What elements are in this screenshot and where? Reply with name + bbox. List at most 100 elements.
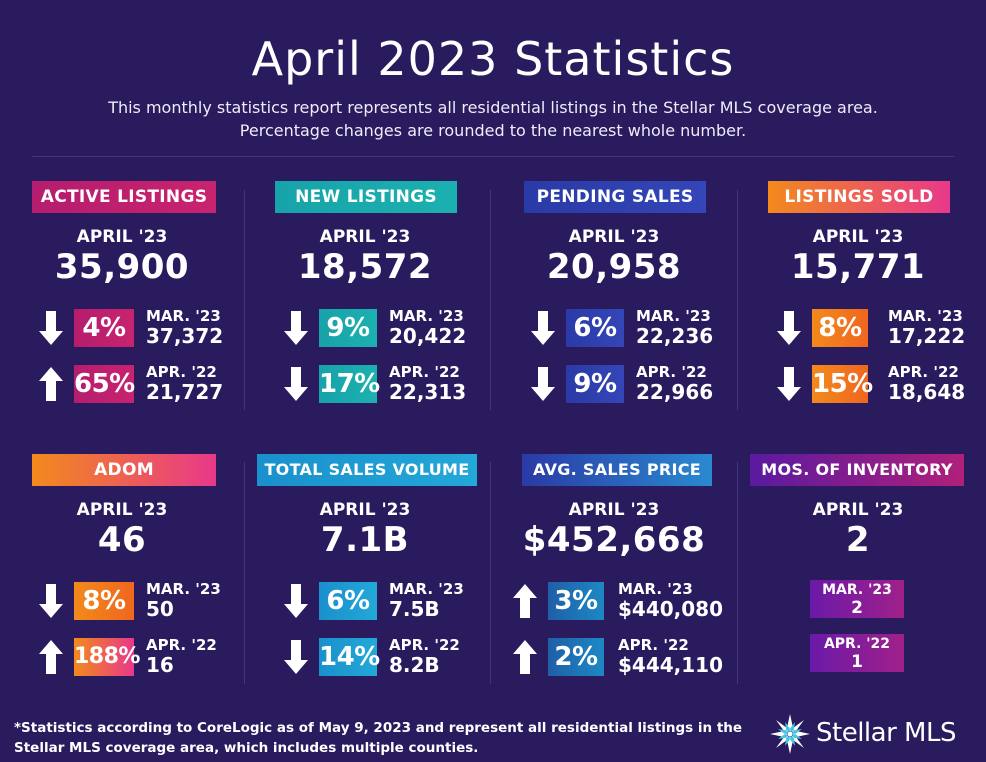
stat-card-mos-of-inventory: MOS. OF INVENTORY APRIL '23 2 MAR. '23 2…	[738, 454, 978, 704]
compare-value: 22,313	[389, 380, 467, 404]
comparison-row: 17% APR. '22 22,313	[245, 363, 485, 405]
column-divider	[244, 462, 245, 684]
card-period: APRIL '23	[319, 227, 411, 247]
arrow-down-icon	[39, 584, 63, 618]
card-label-badge: ACTIVE LISTINGS	[32, 181, 216, 213]
footnote: *Statistics according to CoreLogic as of…	[14, 718, 754, 758]
card-period: APRIL '23	[812, 227, 904, 247]
compare-value: 50	[146, 597, 174, 621]
pct-change-badge: 8%	[74, 582, 134, 620]
compare-value: 22,966	[636, 380, 714, 404]
arrow-down-icon	[777, 311, 801, 345]
inventory-compare-box: APR. '22 1	[810, 634, 904, 672]
column-divider	[737, 462, 738, 684]
stat-card-new-listings: NEW LISTINGS APRIL '23 18,572 9% MAR. '2…	[245, 181, 485, 431]
card-value: 46	[97, 520, 147, 560]
pct-change-badge: 9%	[319, 309, 377, 347]
compare-value: 7.5B	[389, 597, 440, 621]
header-divider	[32, 156, 954, 157]
card-value: 2	[845, 520, 871, 560]
footnote-line-1: *Statistics according to CoreLogic as of…	[14, 720, 743, 736]
subtitle-line-1: This monthly statistics report represent…	[108, 98, 878, 117]
stat-card-adom: ADOM APRIL '23 46 8% MAR. '23 50 188% AP…	[2, 454, 242, 704]
compare-period: MAR. '23	[146, 307, 221, 325]
compare-value: 21,727	[146, 380, 224, 404]
page-title: April 2023 Statistics	[251, 32, 735, 86]
comparison-row: 6% MAR. '23 7.5B	[245, 580, 485, 622]
card-label-badge: NEW LISTINGS	[275, 181, 457, 213]
logo-text: Stellar MLS	[816, 718, 956, 748]
arrow-down-icon	[531, 367, 555, 401]
pct-change-badge: 6%	[566, 309, 624, 347]
column-divider	[244, 190, 245, 410]
card-period: APRIL '23	[319, 500, 411, 520]
compare-period: MAR. '23	[389, 307, 464, 325]
comparison-row: 8% MAR. '23 50	[2, 580, 242, 622]
card-period: APRIL '23	[568, 227, 660, 247]
arrow-down-icon	[531, 311, 555, 345]
card-label-badge: ADOM	[32, 454, 216, 486]
stat-card-listings-sold: LISTINGS SOLD APRIL '23 15,771 8% MAR. '…	[738, 181, 978, 431]
card-period: APRIL '23	[812, 500, 904, 520]
card-value: $452,668	[522, 520, 706, 560]
card-period: APRIL '23	[76, 227, 168, 247]
compare-value: $444,110	[618, 653, 724, 677]
inventory-compare-box: MAR. '23 2	[810, 580, 904, 618]
compare-value: 17,222	[888, 324, 966, 348]
arrow-up-icon	[39, 640, 63, 674]
pct-change-badge: 8%	[812, 309, 868, 347]
compare-period: APR. '22	[636, 363, 707, 381]
compare-value: 20,422	[389, 324, 467, 348]
pct-change-badge: 14%	[319, 638, 380, 676]
stat-card-pending-sales: PENDING SALES APRIL '23 20,958 6% MAR. '…	[494, 181, 734, 431]
pct-change-badge: 188%	[74, 638, 140, 676]
comparison-row: 65% APR. '22 21,727	[2, 363, 242, 405]
stat-card-active-listings: ACTIVE LISTINGS APRIL '23 35,900 4% MAR.…	[2, 181, 242, 431]
card-value: 35,900	[54, 247, 190, 287]
compare-value: 2	[851, 598, 863, 618]
arrow-down-icon	[284, 640, 308, 674]
compare-value: $440,080	[618, 597, 724, 621]
page-subtitle: This monthly statistics report represent…	[0, 96, 986, 142]
comparison-row: 8% MAR. '23 17,222	[738, 307, 978, 349]
card-value: 15,771	[790, 247, 926, 287]
comparison-row: 9% APR. '22 22,966	[494, 363, 734, 405]
compare-value: 8.2B	[389, 653, 440, 677]
subtitle-line-2: Percentage changes are rounded to the ne…	[239, 121, 747, 140]
pct-change-badge: 17%	[319, 365, 380, 403]
column-divider	[737, 190, 738, 410]
comparison-row: 6% MAR. '23 22,236	[494, 307, 734, 349]
stat-card-avg-sales-price: AVG. SALES PRICE APRIL '23 $452,668 3% M…	[494, 454, 734, 704]
compare-period: APR. '22	[888, 363, 959, 381]
card-value: 7.1B	[320, 520, 410, 560]
comparison-row: 15% APR. '22 18,648	[738, 363, 978, 405]
pct-change-badge: 15%	[812, 365, 873, 403]
card-period: APRIL '23	[76, 500, 168, 520]
compare-period: APR. '22	[389, 636, 460, 654]
comparison-row: 9% MAR. '23 20,422	[245, 307, 485, 349]
stellar-mls-logo: Stellar MLS	[766, 712, 956, 756]
card-label-badge: LISTINGS SOLD	[768, 181, 950, 213]
comparison-row: 188% APR. '22 16	[2, 636, 242, 678]
compare-value: 22,236	[636, 324, 714, 348]
compare-period: MAR. '23	[389, 580, 464, 598]
column-divider	[490, 190, 491, 410]
arrow-down-icon	[777, 367, 801, 401]
compare-period: MAR. '23	[636, 307, 711, 325]
footnote-line-2: Stellar MLS coverage area, which include…	[14, 740, 479, 756]
card-value: 18,572	[297, 247, 433, 287]
compare-value: 37,372	[146, 324, 224, 348]
pct-change-badge: 4%	[74, 309, 134, 347]
compare-period: MAR. '23	[822, 582, 892, 598]
pct-change-badge: 9%	[566, 365, 624, 403]
compare-period: MAR. '23	[888, 307, 963, 325]
card-period: APRIL '23	[568, 500, 660, 520]
stat-card-total-sales-volume: TOTAL SALES VOLUME APRIL '23 7.1B 6% MAR…	[245, 454, 485, 704]
compare-value: 18,648	[888, 380, 966, 404]
compare-period: MAR. '23	[146, 580, 221, 598]
arrow-down-icon	[284, 584, 308, 618]
card-label-badge: TOTAL SALES VOLUME	[257, 454, 477, 486]
column-divider	[490, 462, 491, 684]
star-burst-icon	[770, 714, 810, 754]
compare-period: APR. '22	[618, 636, 689, 654]
